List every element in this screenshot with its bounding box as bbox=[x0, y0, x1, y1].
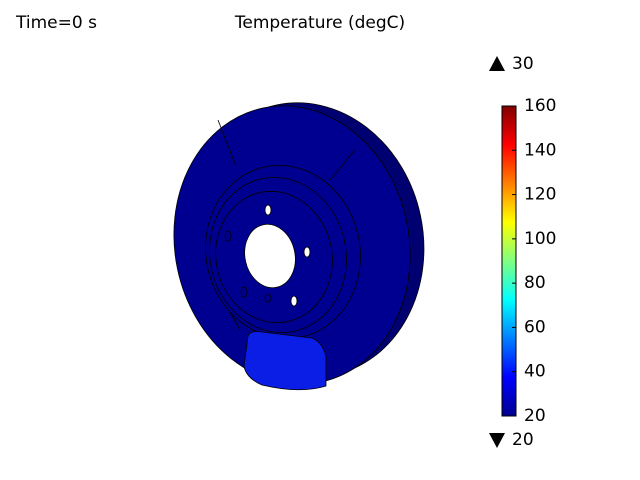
time-label: Time=0 s bbox=[15, 13, 97, 33]
tick-label: 140 bbox=[524, 140, 556, 160]
tick-label: 40 bbox=[524, 362, 546, 382]
min-label: 20 bbox=[512, 430, 534, 450]
tick-label: 20 bbox=[524, 406, 546, 426]
color-bar bbox=[501, 105, 517, 417]
tick-label: 100 bbox=[524, 229, 556, 249]
tick-label: 60 bbox=[524, 317, 546, 337]
brake-disc bbox=[173, 102, 425, 391]
min-marker bbox=[489, 433, 505, 448]
tick-label: 80 bbox=[524, 273, 546, 293]
tick-label: 160 bbox=[524, 96, 556, 116]
max-marker bbox=[489, 56, 505, 71]
tick-label: 120 bbox=[524, 185, 556, 205]
max-label: 30 bbox=[512, 54, 534, 74]
plot-title: Temperature (degC) bbox=[234, 13, 405, 33]
